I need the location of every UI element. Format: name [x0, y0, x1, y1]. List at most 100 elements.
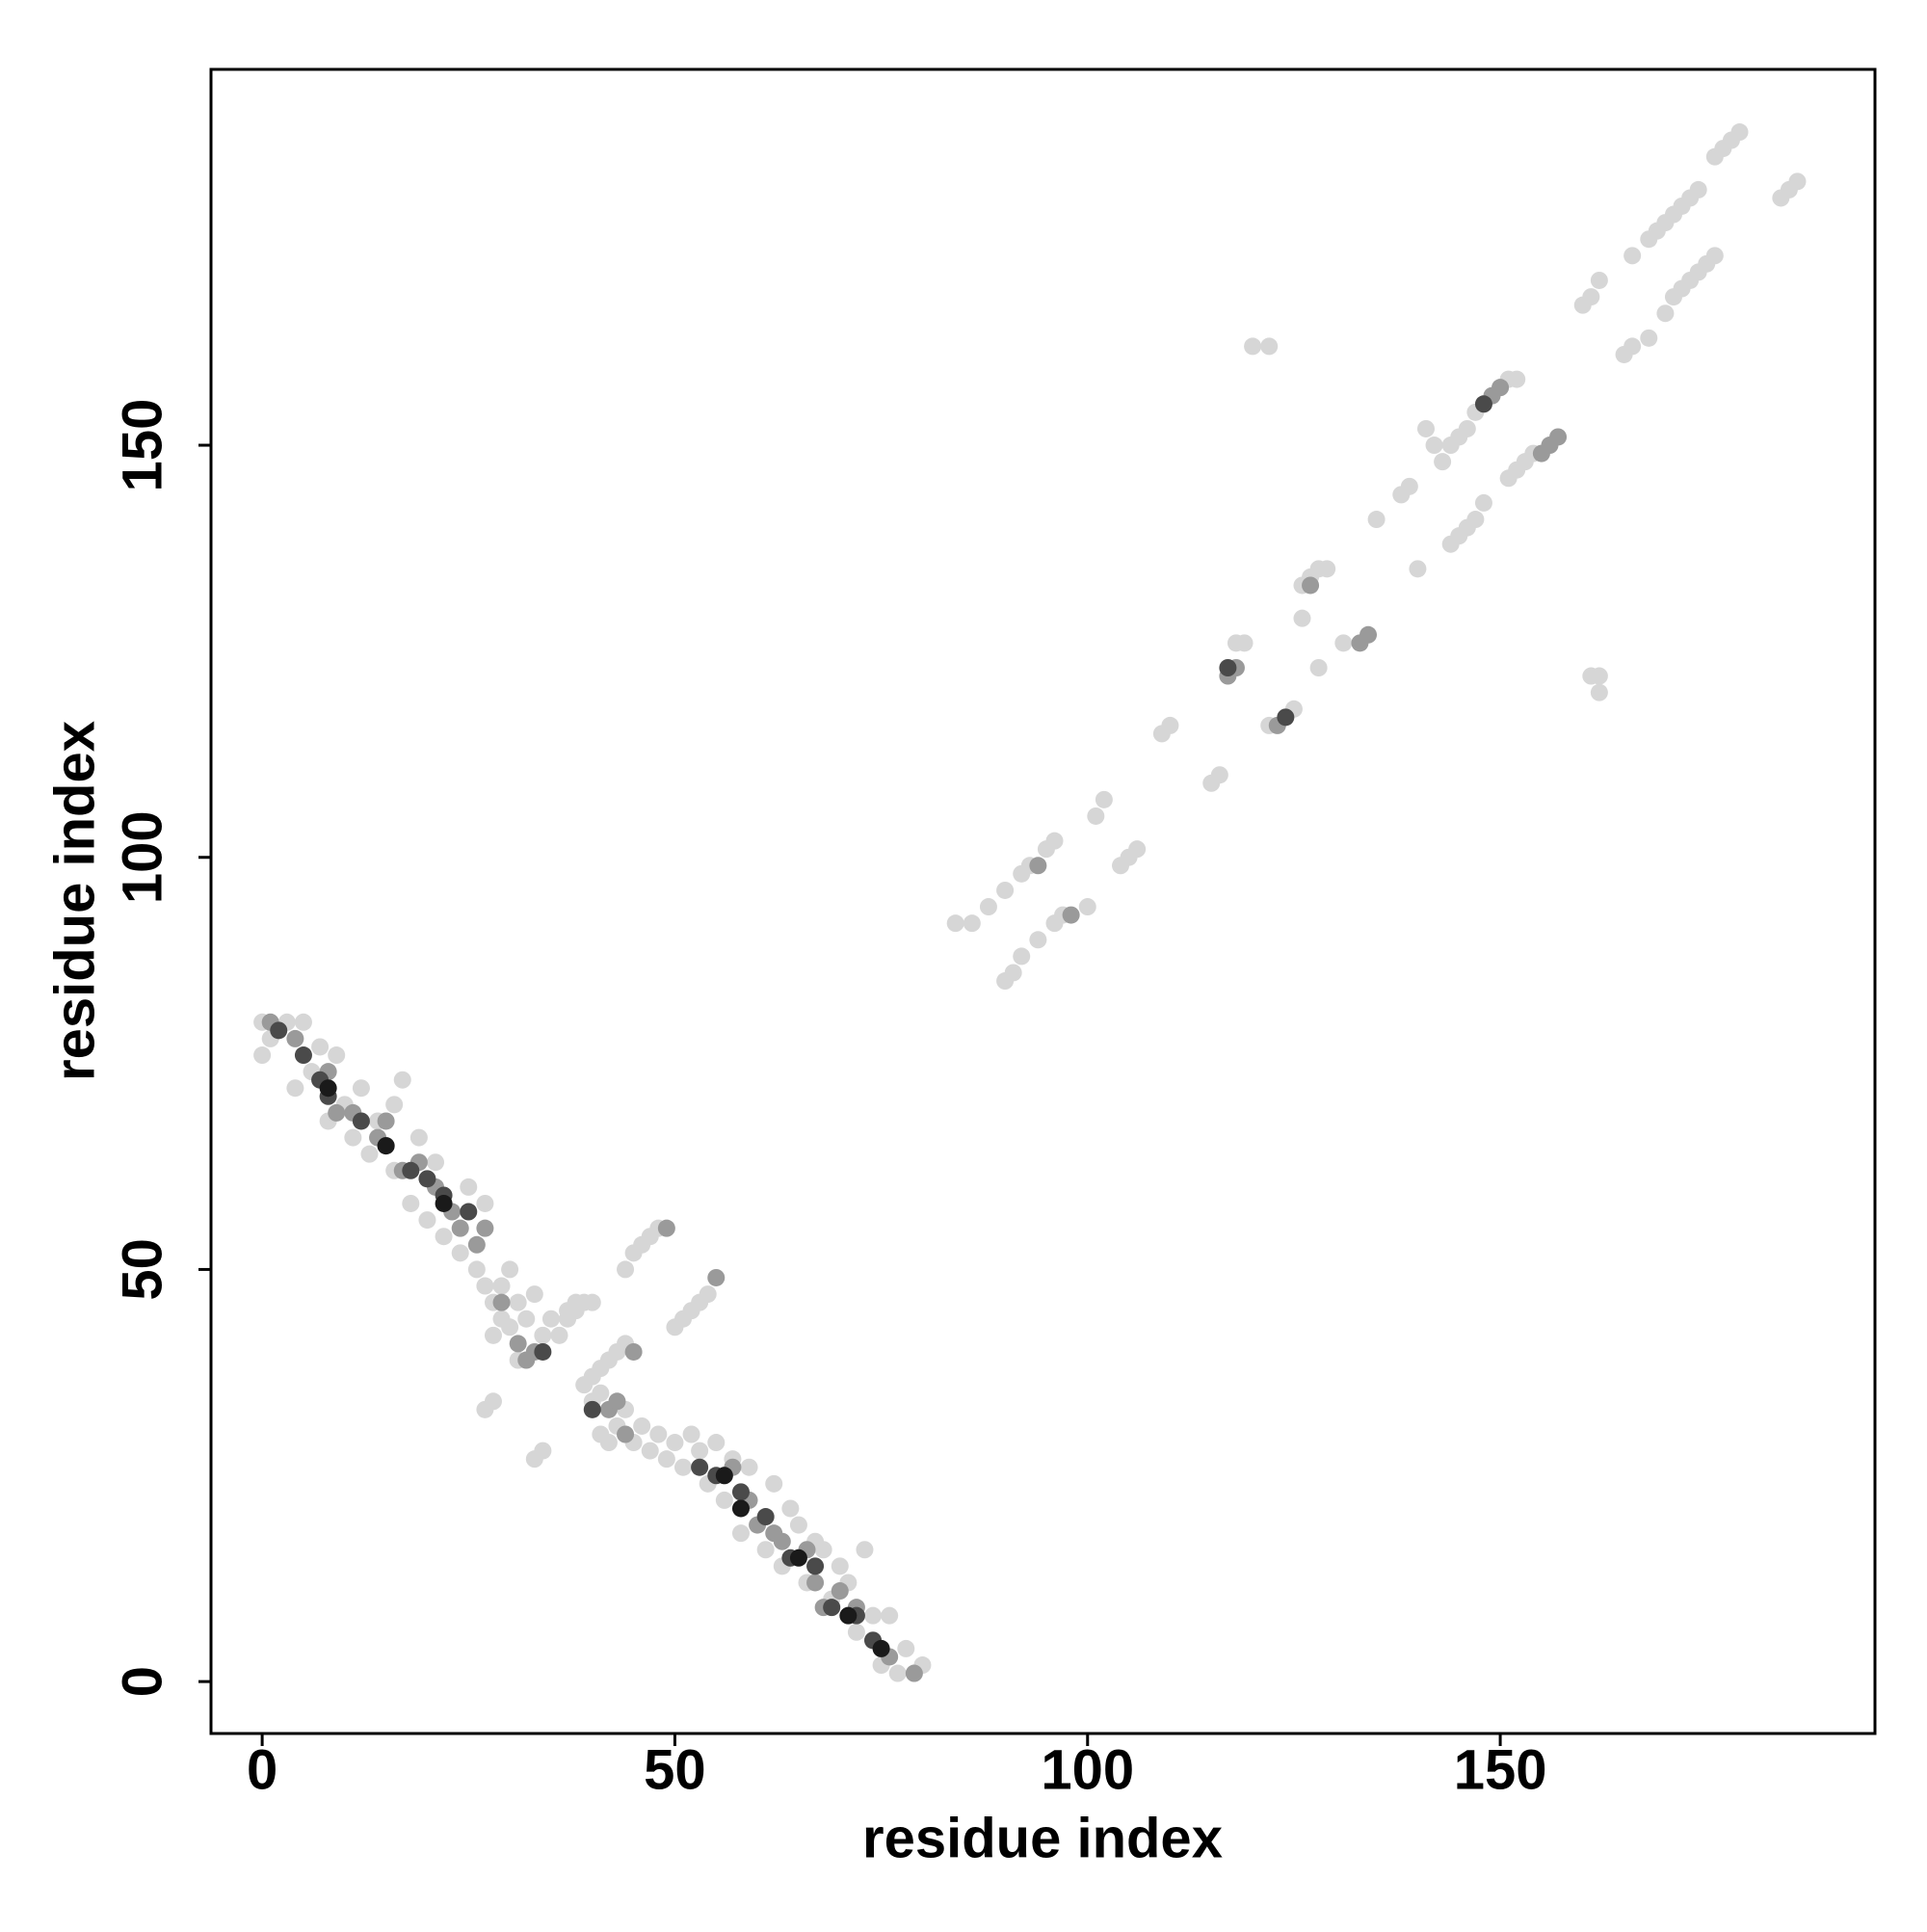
point: [1590, 667, 1608, 685]
point: [402, 1194, 420, 1212]
point: [814, 1541, 832, 1559]
point: [781, 1499, 800, 1518]
point: [467, 1260, 486, 1279]
point: [409, 1128, 428, 1147]
point: [460, 1203, 478, 1221]
point: [360, 1145, 379, 1163]
point: [1309, 659, 1328, 677]
point: [657, 1450, 675, 1469]
point: [1219, 659, 1237, 677]
point: [624, 1342, 643, 1361]
point: [294, 1046, 312, 1065]
point: [270, 1021, 288, 1040]
point: [286, 1079, 304, 1098]
point: [592, 1384, 610, 1402]
point: [888, 1664, 907, 1682]
point: [1334, 634, 1353, 652]
point: [707, 1268, 726, 1286]
y-tick-label: 50: [111, 1238, 173, 1301]
point: [501, 1318, 519, 1337]
point: [905, 1664, 923, 1682]
point: [731, 1524, 750, 1543]
point: [599, 1434, 618, 1452]
point: [1128, 840, 1147, 859]
point: [617, 1260, 635, 1279]
point: [773, 1532, 791, 1550]
point: [1425, 437, 1443, 455]
point: [691, 1458, 709, 1476]
point: [352, 1112, 370, 1130]
point: [509, 1335, 527, 1353]
point: [649, 1425, 668, 1443]
point: [1045, 832, 1064, 850]
point: [541, 1310, 560, 1328]
point: [484, 1326, 502, 1344]
point: [946, 914, 964, 933]
point: [1359, 625, 1378, 644]
point: [1029, 857, 1047, 875]
point: [1004, 964, 1022, 982]
point: [1293, 609, 1311, 627]
point: [311, 1038, 330, 1056]
point: [393, 1071, 411, 1089]
point: [534, 1326, 552, 1344]
point: [1062, 906, 1080, 924]
point: [467, 1235, 486, 1254]
point: [1656, 304, 1675, 323]
point: [583, 1293, 601, 1311]
point: [476, 1219, 494, 1237]
point: [666, 1434, 684, 1452]
point: [1640, 329, 1658, 347]
x-tick-label: 50: [644, 1738, 706, 1801]
point: [1367, 511, 1386, 529]
point: [377, 1137, 395, 1155]
point: [1458, 419, 1476, 437]
point: [286, 1029, 304, 1047]
point: [707, 1434, 726, 1452]
point: [617, 1425, 635, 1443]
y-axis-title: residue index: [43, 721, 106, 1081]
point: [847, 1623, 865, 1641]
point: [1318, 560, 1336, 578]
point: [1705, 247, 1724, 265]
point: [435, 1194, 453, 1212]
point: [1590, 683, 1608, 701]
point: [1730, 123, 1749, 142]
point: [731, 1483, 750, 1501]
y-tick-label: 150: [111, 399, 173, 492]
point: [294, 1013, 312, 1031]
point: [344, 1128, 362, 1147]
point: [1029, 931, 1047, 949]
x-axis-title: residue index: [862, 1807, 1223, 1869]
point: [492, 1277, 511, 1295]
point: [484, 1392, 502, 1411]
point: [1623, 247, 1642, 265]
point: [996, 881, 1015, 899]
point: [1689, 180, 1707, 198]
plot-frame: [209, 67, 1877, 1735]
x-tick-label: 150: [1454, 1738, 1547, 1801]
point: [476, 1194, 494, 1212]
point: [517, 1310, 536, 1328]
point: [1400, 477, 1418, 495]
point: [319, 1079, 337, 1098]
point: [509, 1293, 527, 1311]
point: [881, 1606, 899, 1625]
point: [1409, 560, 1427, 578]
point: [385, 1096, 404, 1114]
point: [608, 1392, 626, 1411]
point: [1623, 337, 1642, 356]
point: [1277, 708, 1295, 727]
point: [1260, 337, 1279, 356]
point: [1244, 337, 1262, 356]
point: [253, 1046, 272, 1065]
point: [831, 1582, 849, 1601]
point: [806, 1574, 825, 1592]
point: [731, 1499, 750, 1518]
point: [1549, 428, 1568, 446]
point: [806, 1557, 825, 1575]
point: [1474, 493, 1492, 512]
point: [550, 1326, 568, 1344]
